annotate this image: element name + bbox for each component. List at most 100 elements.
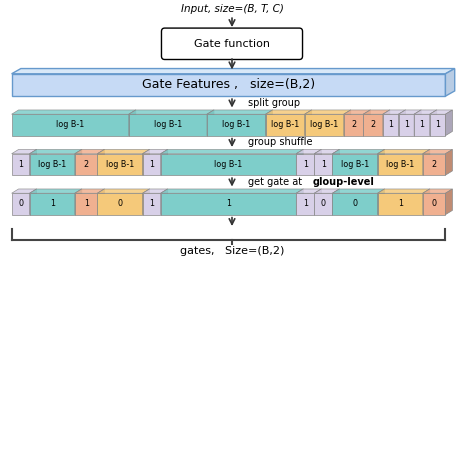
Text: log B-1: log B-1 xyxy=(340,160,369,169)
Polygon shape xyxy=(296,149,321,154)
Text: 2: 2 xyxy=(370,120,375,129)
Text: group shuffle: group shuffle xyxy=(248,137,312,148)
Text: log B-1: log B-1 xyxy=(38,160,66,169)
Text: 0: 0 xyxy=(431,199,436,208)
Text: Gate Features ,   size=(B,2): Gate Features , size=(B,2) xyxy=(142,79,314,91)
Polygon shape xyxy=(429,110,436,136)
Polygon shape xyxy=(444,189,451,215)
Polygon shape xyxy=(296,189,321,193)
Polygon shape xyxy=(30,189,37,215)
Bar xyxy=(363,114,382,136)
Polygon shape xyxy=(12,69,454,74)
Polygon shape xyxy=(142,149,149,175)
Bar xyxy=(343,114,363,136)
Bar xyxy=(206,114,265,136)
Text: 1: 1 xyxy=(18,160,23,169)
Bar xyxy=(265,114,304,136)
Bar xyxy=(75,193,97,215)
Polygon shape xyxy=(444,149,451,175)
Polygon shape xyxy=(12,189,37,193)
Bar xyxy=(129,114,206,136)
Bar xyxy=(377,193,422,215)
Bar xyxy=(304,114,343,136)
Bar xyxy=(413,114,429,136)
Text: 1: 1 xyxy=(320,160,325,169)
Text: split group: split group xyxy=(248,98,300,108)
Polygon shape xyxy=(422,189,451,193)
Text: 1: 1 xyxy=(50,199,55,208)
Text: 0: 0 xyxy=(117,199,122,208)
Polygon shape xyxy=(97,149,149,154)
Bar xyxy=(12,74,444,96)
Polygon shape xyxy=(314,149,321,175)
Text: get gate at: get gate at xyxy=(248,177,305,187)
Bar xyxy=(142,193,160,215)
Bar xyxy=(422,193,444,215)
Polygon shape xyxy=(413,110,420,136)
Polygon shape xyxy=(398,110,405,136)
Text: 1: 1 xyxy=(434,120,439,129)
Polygon shape xyxy=(422,149,451,154)
Polygon shape xyxy=(12,110,136,114)
Polygon shape xyxy=(377,189,429,193)
Bar xyxy=(429,114,444,136)
Polygon shape xyxy=(75,189,104,193)
Bar xyxy=(314,154,332,175)
Bar xyxy=(398,114,413,136)
Text: 1: 1 xyxy=(149,160,154,169)
Polygon shape xyxy=(129,110,213,114)
Polygon shape xyxy=(314,149,339,154)
Polygon shape xyxy=(12,149,37,154)
Bar xyxy=(377,154,422,175)
Polygon shape xyxy=(444,69,454,96)
Polygon shape xyxy=(332,149,339,175)
Polygon shape xyxy=(160,189,303,193)
Text: 2: 2 xyxy=(431,160,436,169)
Bar xyxy=(332,154,377,175)
Bar xyxy=(12,114,129,136)
Text: Input, size=(B, T, C): Input, size=(B, T, C) xyxy=(180,3,283,14)
Polygon shape xyxy=(142,149,167,154)
Text: 1: 1 xyxy=(403,120,408,129)
Text: gloup-level: gloup-level xyxy=(312,177,373,187)
Polygon shape xyxy=(377,189,384,215)
Text: 1: 1 xyxy=(302,199,307,208)
Bar xyxy=(296,193,314,215)
Polygon shape xyxy=(142,189,149,215)
Polygon shape xyxy=(265,110,311,114)
Polygon shape xyxy=(296,149,303,175)
Bar xyxy=(382,114,398,136)
Polygon shape xyxy=(75,189,81,215)
Text: log B-1: log B-1 xyxy=(222,120,250,129)
Text: log B-1: log B-1 xyxy=(270,120,299,129)
Bar xyxy=(12,154,30,175)
Text: log B-1: log B-1 xyxy=(153,120,181,129)
Bar xyxy=(296,154,314,175)
Text: 1: 1 xyxy=(149,199,154,208)
Polygon shape xyxy=(398,110,420,114)
Text: gates,   Size=(B,2): gates, Size=(B,2) xyxy=(180,246,283,257)
Text: 0: 0 xyxy=(320,199,325,208)
Polygon shape xyxy=(304,110,350,114)
Polygon shape xyxy=(30,149,81,154)
Polygon shape xyxy=(377,149,429,154)
Text: 1: 1 xyxy=(397,199,402,208)
Text: log B-1: log B-1 xyxy=(309,120,338,129)
Text: Gate function: Gate function xyxy=(194,39,269,49)
Polygon shape xyxy=(382,110,389,136)
Polygon shape xyxy=(30,189,81,193)
Polygon shape xyxy=(206,110,213,136)
Polygon shape xyxy=(97,149,104,175)
Bar xyxy=(30,193,75,215)
Bar xyxy=(314,193,332,215)
FancyBboxPatch shape xyxy=(161,28,302,60)
Text: log B-1: log B-1 xyxy=(385,160,413,169)
Polygon shape xyxy=(413,110,436,114)
Text: log B-1: log B-1 xyxy=(56,120,84,129)
Bar xyxy=(30,154,75,175)
Polygon shape xyxy=(160,149,167,175)
Polygon shape xyxy=(343,110,350,136)
Text: 0: 0 xyxy=(352,199,357,208)
Text: 2: 2 xyxy=(350,120,356,129)
Polygon shape xyxy=(363,110,369,136)
